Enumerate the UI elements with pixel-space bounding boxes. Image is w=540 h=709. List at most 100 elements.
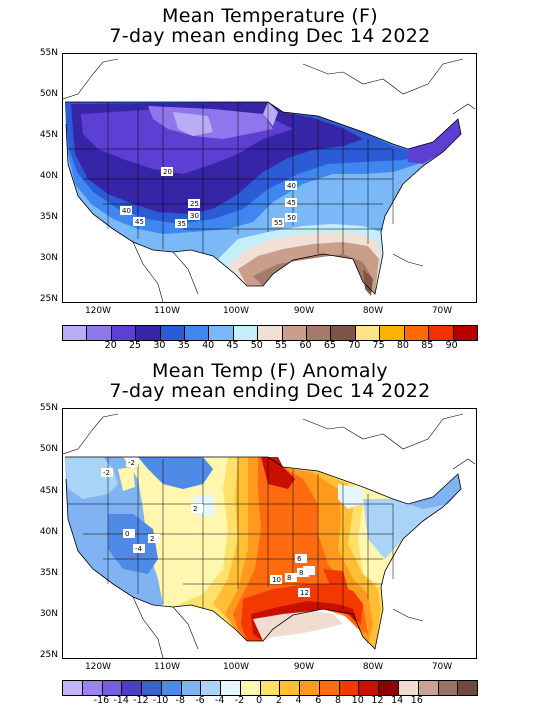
- panel2-lon-label: 70W: [431, 662, 453, 672]
- contour-label: 40: [287, 182, 296, 190]
- colorbar-swatch: [282, 326, 308, 340]
- colorbar-swatch: [161, 681, 182, 695]
- contour-label: 25: [190, 200, 199, 208]
- colorbar-swatch: [339, 681, 360, 695]
- colorbar-swatch: [355, 326, 381, 340]
- colorbar-label: 4: [295, 695, 302, 706]
- panel2-lon-label: 100W: [222, 662, 250, 672]
- colorbar-label: -14: [113, 695, 129, 706]
- colorbar-swatch: [63, 681, 83, 695]
- panel1-map: 20 25 30 35 40 45 40 45 50 55: [62, 53, 477, 303]
- contour-label: 45: [135, 218, 144, 226]
- panel2-title-line1: Mean Temp (F) Anomaly: [152, 360, 388, 382]
- panel2-lat-label: 45N: [39, 486, 58, 496]
- colorbar-label: -4: [214, 695, 225, 706]
- colorbar-label: 12: [371, 695, 384, 706]
- panel2-lat-label: 30N: [39, 609, 58, 619]
- contour-label: 8: [299, 569, 303, 577]
- colorbar-swatch: [280, 681, 301, 695]
- colorbar-swatch: [418, 681, 439, 695]
- panel1-contour-labels: 20 25 30 35 40 45 40 45 50 55: [120, 167, 297, 228]
- colorbar-swatch: [185, 326, 210, 340]
- colorbar-swatch: [201, 681, 222, 695]
- colorbar-swatch: [111, 326, 137, 340]
- panel2-lon-label: 110W: [153, 662, 181, 672]
- colorbar-label: -12: [133, 695, 149, 706]
- colorbar-label: 55: [275, 340, 288, 351]
- colorbar-swatch: [122, 681, 143, 695]
- colorbar-label: -16: [93, 695, 110, 706]
- panel2-fill-layers: [65, 457, 461, 649]
- colorbar-swatch: [87, 326, 112, 340]
- panel1-lat-label: 50N: [39, 89, 58, 99]
- panel2-map: -2 0 2 2 4 -2 -4 8 10 8 6 12: [62, 408, 477, 659]
- panel1-lon-label: 110W: [153, 306, 181, 316]
- colorbar-label: 0: [256, 695, 263, 706]
- colorbar-label: -2: [234, 695, 245, 706]
- colorbar-swatch: [142, 681, 162, 695]
- panel1-colorbar: [62, 325, 478, 341]
- contour-label: 55: [274, 219, 283, 227]
- colorbar-swatch: [453, 326, 477, 340]
- contour-label: 2: [193, 505, 197, 513]
- contour-label: 0: [125, 530, 129, 538]
- panel2-contour-labels: -2 0 2 2 4 -2 -4 8 10 8 6 12: [101, 458, 315, 597]
- contour-label: 12: [300, 589, 309, 597]
- colorbar-label: 75: [372, 340, 385, 351]
- colorbar-label: 40: [202, 340, 215, 351]
- colorbar-label: 10: [351, 695, 364, 706]
- colorbar-swatch: [307, 326, 332, 340]
- colorbar-label: -8: [175, 695, 186, 706]
- colorbar-swatch: [258, 326, 283, 340]
- panel2-lat-label: 25N: [39, 650, 58, 660]
- contour-label: 6: [297, 555, 302, 563]
- panel2-title-line2: 7-day mean ending Dec 14 2022: [109, 380, 431, 402]
- colorbar-label: 8: [334, 695, 342, 706]
- contour-label: 30: [190, 212, 199, 220]
- panel2-lat-label: 40N: [39, 527, 58, 537]
- colorbar-swatch: [458, 681, 478, 695]
- colorbar-swatch: [233, 326, 259, 340]
- colorbar-label: 80: [396, 340, 409, 351]
- colorbar-swatch: [359, 681, 380, 695]
- panel2-lat-label: 55N: [39, 403, 58, 413]
- colorbar-label: -10: [152, 695, 169, 706]
- contour-label: 35: [177, 220, 186, 228]
- colorbar-swatch: [260, 681, 281, 695]
- colorbar-swatch: [331, 326, 356, 340]
- colorbar-label: 20: [104, 340, 117, 351]
- contour-label: 20: [163, 168, 172, 176]
- colorbar-swatch: [209, 326, 234, 340]
- colorbar-swatch: [379, 681, 400, 695]
- panel2-lon-label: 80W: [362, 662, 384, 672]
- panel1-lat-label: 55N: [39, 48, 58, 58]
- colorbar-label: 45: [226, 340, 239, 351]
- colorbar-swatch: [82, 681, 103, 695]
- colorbar-swatch: [300, 681, 320, 695]
- colorbar-label: 90: [445, 340, 458, 351]
- colorbar-label: 85: [421, 340, 434, 351]
- panel1-title-line1: Mean Temperature (F): [162, 5, 378, 27]
- panel1-lon-label: 100W: [222, 306, 250, 316]
- colorbar-swatch: [438, 681, 459, 695]
- contour-label: 45: [287, 199, 296, 207]
- panel1-lat-label: 30N: [39, 253, 58, 263]
- colorbar-label: 65: [323, 340, 336, 351]
- panel1-fill-layers: [65, 102, 461, 296]
- colorbar-swatch: [429, 326, 454, 340]
- panel2-borders: [63, 413, 476, 658]
- panel1-title-line2: 7-day mean ending Dec 14 2022: [109, 25, 431, 47]
- colorbar-swatch: [221, 681, 241, 695]
- colorbar-swatch: [319, 681, 340, 695]
- colorbar-label: 2: [275, 695, 282, 706]
- colorbar-label: 25: [129, 340, 142, 351]
- panel2-colorbar: [62, 680, 478, 696]
- panel1-lat-label: 40N: [39, 171, 58, 181]
- contour-label: -2: [103, 469, 110, 477]
- colorbar-swatch: [181, 681, 202, 695]
- contour-label: 8: [287, 574, 291, 582]
- colorbar-label: 60: [299, 340, 312, 351]
- colorbar-swatch: [380, 326, 405, 340]
- panel1-lat-label: 25N: [39, 294, 58, 304]
- colorbar-swatch: [160, 326, 186, 340]
